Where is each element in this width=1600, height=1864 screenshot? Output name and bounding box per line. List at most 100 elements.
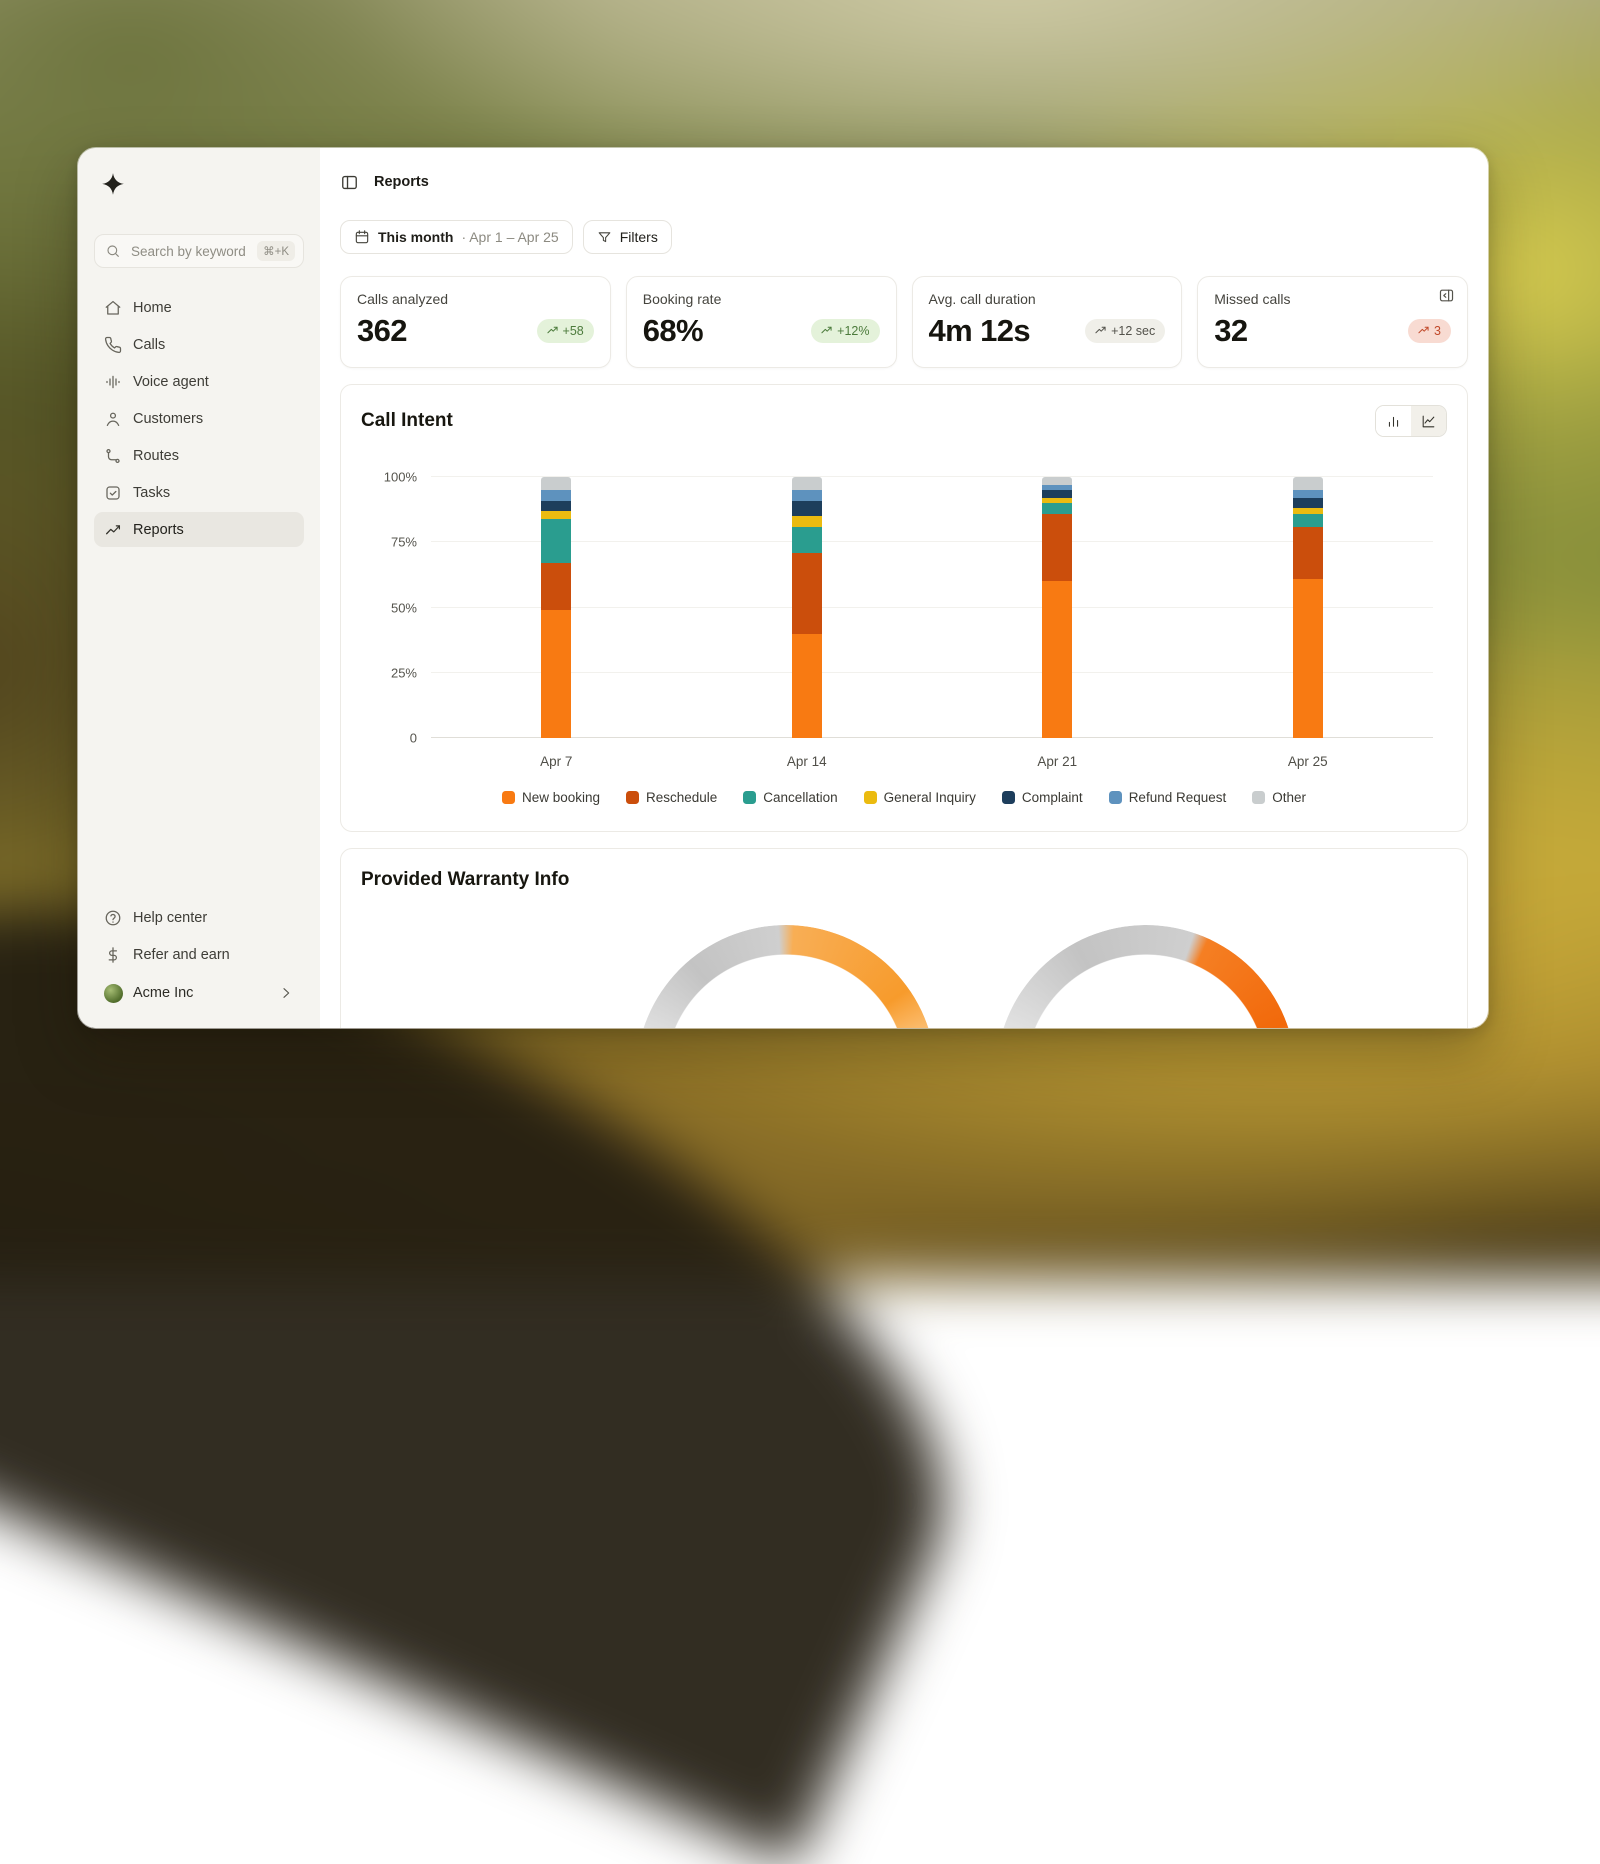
stacked-bar-apr-21[interactable]	[1042, 477, 1072, 738]
account-switcher[interactable]: Acme Inc	[94, 974, 304, 1012]
panel-collapse-icon	[1438, 287, 1455, 304]
warranty-gauge	[636, 925, 936, 1028]
stat-value: 68%	[643, 315, 703, 346]
trend-badge: +58	[537, 319, 594, 343]
stat-label: Missed calls	[1214, 291, 1451, 307]
customers-icon	[104, 410, 122, 428]
bar-segment	[541, 490, 571, 500]
sidebar-item-voice-agent[interactable]: Voice agent	[94, 364, 304, 399]
legend-item: General Inquiry	[864, 790, 976, 805]
stacked-bar-apr-7[interactable]	[541, 477, 571, 738]
legend-label: Refund Request	[1129, 790, 1227, 805]
legend-swatch	[1109, 791, 1122, 804]
legend-item: Reschedule	[626, 790, 717, 805]
y-axis-tick: 75%	[391, 535, 417, 550]
filter-icon	[597, 230, 612, 245]
x-axis-tick: Apr 7	[540, 754, 572, 769]
sidebar-item-label: Routes	[133, 448, 179, 464]
sidebar-toggle-button[interactable]	[340, 173, 359, 192]
chart-type-toggle	[1375, 405, 1447, 437]
sidebar-item-label: Refer and earn	[133, 947, 230, 963]
y-axis-tick: 25%	[391, 665, 417, 680]
stat-card-avg-call-duration: Avg. call duration 4m 12s +12 sec	[912, 276, 1183, 368]
legend-label: Complaint	[1022, 790, 1083, 805]
stat-value: 362	[357, 315, 407, 346]
sidebar-item-calls[interactable]: Calls	[94, 327, 304, 362]
bar-segment	[792, 477, 822, 490]
stat-label: Calls analyzed	[357, 291, 594, 307]
legend-swatch	[864, 791, 877, 804]
account-name: Acme Inc	[133, 985, 193, 1001]
stat-label: Booking rate	[643, 291, 880, 307]
bar-segment	[541, 477, 571, 490]
sidebar-item-home[interactable]: Home	[94, 290, 304, 325]
collapse-cards-button[interactable]	[1438, 287, 1455, 304]
bar-segment	[1293, 477, 1323, 490]
legend-swatch	[743, 791, 756, 804]
date-range-label: This month	[378, 229, 453, 245]
sidebar-item-customers[interactable]: Customers	[94, 401, 304, 436]
legend-item: Complaint	[1002, 790, 1083, 805]
sidebar-item-label: Tasks	[133, 485, 170, 501]
badge-text: +12%	[837, 324, 869, 338]
sidebar-item-label: Calls	[133, 337, 165, 353]
legend-item: Other	[1252, 790, 1306, 805]
legend-label: Cancellation	[763, 790, 837, 805]
warranty-gauges	[361, 925, 1447, 1028]
sidebar-item-reports[interactable]: Reports	[94, 512, 304, 547]
bar-segment	[792, 634, 822, 738]
voice-agent-icon	[104, 373, 122, 391]
trend-up-icon	[1095, 325, 1106, 336]
line-chart-toggle-button[interactable]	[1411, 406, 1446, 436]
stacked-bar-apr-14[interactable]	[792, 477, 822, 738]
help-icon	[104, 909, 122, 927]
search-icon	[105, 243, 121, 259]
page-header: Reports	[340, 170, 1468, 194]
sidebar-item-routes[interactable]: Routes	[94, 438, 304, 473]
search-shortcut: ⌘+K	[257, 241, 295, 261]
legend-item: Refund Request	[1109, 790, 1227, 805]
warranty-card: Provided Warranty Info	[340, 848, 1468, 1028]
bar-segment	[541, 519, 571, 563]
sidebar-item-label: Voice agent	[133, 374, 209, 390]
call-intent-legend: New booking Reschedule Cancellation General…	[361, 790, 1447, 805]
reports-icon	[104, 521, 122, 539]
account-avatar	[104, 984, 123, 1003]
app-logo[interactable]	[100, 172, 126, 198]
y-axis-tick: 50%	[391, 600, 417, 615]
filter-toolbar: This month · Apr 1 – Apr 25 Filters	[340, 220, 1468, 254]
y-axis-tick: 0	[410, 731, 417, 746]
bar-segment	[792, 527, 822, 553]
search-box[interactable]: ⌘+K	[94, 234, 304, 268]
stat-card-booking-rate: Booking rate 68% +12%	[626, 276, 897, 368]
filters-label: Filters	[620, 229, 658, 245]
calendar-icon	[354, 229, 370, 245]
bar-chart-toggle-button[interactable]	[1376, 406, 1411, 436]
y-axis-tick: 100%	[384, 470, 417, 485]
filters-button[interactable]: Filters	[583, 220, 672, 254]
legend-label: New booking	[522, 790, 600, 805]
panel-left-icon	[340, 173, 359, 192]
dollar-icon	[104, 946, 122, 964]
sidebar-nav: Home Calls Voice agent Customers	[94, 290, 304, 547]
legend-swatch	[1252, 791, 1265, 804]
legend-label: Reschedule	[646, 790, 717, 805]
date-range-button[interactable]: This month · Apr 1 – Apr 25	[340, 220, 573, 254]
chevron-right-icon	[278, 985, 294, 1001]
legend-label: Other	[1272, 790, 1306, 805]
app-window: ⌘+K Home Calls Voice agent	[78, 148, 1488, 1028]
x-axis-tick: Apr 21	[1037, 754, 1077, 769]
gridline	[431, 541, 1433, 542]
bar-segment	[1293, 498, 1323, 508]
stacked-bar-apr-25[interactable]	[1293, 477, 1323, 738]
sidebar-item-label: Home	[133, 300, 172, 316]
sidebar-item-tasks[interactable]: Tasks	[94, 475, 304, 510]
stat-value: 32	[1214, 315, 1247, 346]
sidebar-item-refer-and-earn[interactable]: Refer and earn	[94, 937, 304, 972]
search-input[interactable]	[129, 243, 249, 260]
sidebar-item-help-center[interactable]: Help center	[94, 900, 304, 935]
main-content: Reports This month · Apr 1 – Apr 25 Filt…	[320, 148, 1488, 1028]
badge-text: +12 sec	[1111, 324, 1155, 338]
